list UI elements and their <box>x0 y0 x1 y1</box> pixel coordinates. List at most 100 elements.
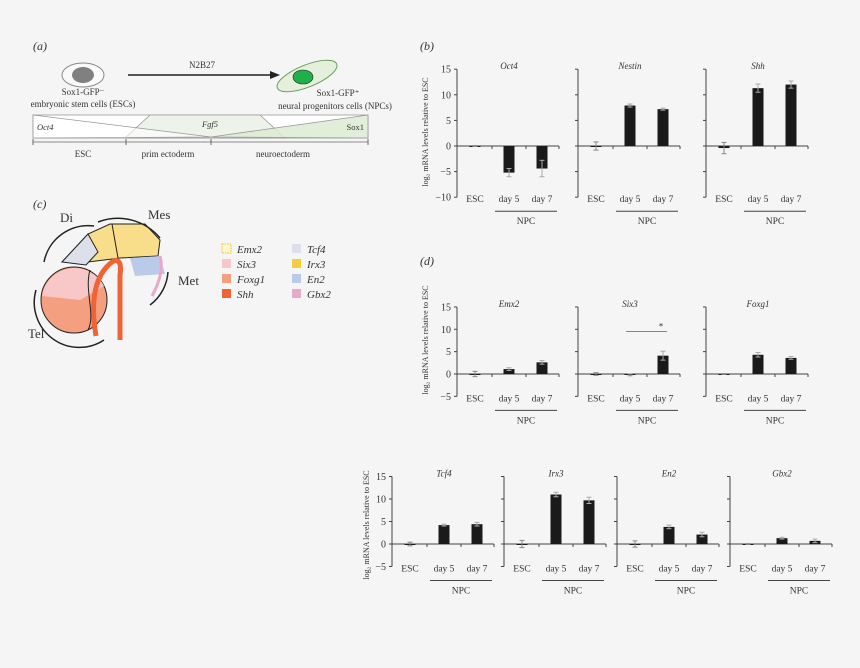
category-label: day 7 <box>579 565 600 575</box>
category-label: day 7 <box>532 195 553 205</box>
y-tick-label: 5 <box>446 347 451 358</box>
chart-title: En2 <box>661 469 677 479</box>
region-label-met: Met <box>178 273 199 288</box>
brain-schematic <box>33 217 169 349</box>
region-label-mes: Mes <box>148 207 170 222</box>
oct4-triangle <box>32 114 212 139</box>
region-label-tel: Tel <box>28 326 45 341</box>
category-label: day 5 <box>772 565 793 575</box>
stage-neuroectoderm: neuroectoderm <box>256 149 310 159</box>
bar-nestin-day-5 <box>624 105 636 146</box>
y-tick-label: −5 <box>440 392 451 403</box>
category-label: ESC <box>513 565 530 575</box>
y-tick-label: −10 <box>435 193 451 204</box>
panel-label-b: (b) <box>420 39 434 53</box>
chart-title: Emx2 <box>498 299 520 309</box>
esc-marker-label: Sox1-GFP⁻ <box>62 87 105 97</box>
group-label: NPC <box>517 217 535 227</box>
chart-emx2: −5 0 5 10 15 Emx2 ESC day 5 day 7 NPC <box>440 299 560 426</box>
legend-label-foxg1: Foxg1 <box>236 274 265 286</box>
category-label: ESC <box>626 565 643 575</box>
panel-label-c: (c) <box>33 197 46 211</box>
chart-title: Shh <box>751 61 765 71</box>
category-label: day 5 <box>620 195 641 205</box>
category-label: ESC <box>715 394 732 404</box>
chart-irx3: Irx3 ESC day 5 day 7 NPC <box>501 469 607 597</box>
y-tick-label: 0 <box>446 142 451 153</box>
significance-marker: * <box>659 322 664 332</box>
chart-title: Nestin <box>617 61 642 71</box>
panel-a: (a) Sox1-GFP⁻ embryonic stem cells (ESCs… <box>31 39 392 159</box>
category-label: day 7 <box>805 565 826 575</box>
legend-label-shh: Shh <box>237 289 254 301</box>
legend-label-emx2: Emx2 <box>236 244 263 256</box>
legend-swatch-en2 <box>292 274 301 283</box>
category-label: day 5 <box>434 565 455 575</box>
bar-nestin-day-7 <box>657 109 669 146</box>
chart-shh: Shh ESC day 5 day 7 NPC <box>703 61 809 227</box>
bar-foxg1-day-5 <box>752 354 764 374</box>
group-label: NPC <box>790 587 808 597</box>
category-label: day 7 <box>653 394 674 404</box>
npc-cell-icon <box>276 59 338 93</box>
arrow-head-icon <box>270 71 280 79</box>
panel-label-a: (a) <box>33 39 47 53</box>
bar-irx3-day-7 <box>583 500 595 544</box>
category-label: day 7 <box>781 195 802 205</box>
y-tick-label: 10 <box>376 495 386 506</box>
panel-c: (c) Di Mes Met Tel Emx2 Six3 Foxg1 Shh Tcf4 I… <box>28 197 331 349</box>
legend-swatch-tcf4 <box>292 244 301 253</box>
category-label: ESC <box>715 195 732 205</box>
chart-title: Foxg1 <box>746 299 770 309</box>
legend-label-tcf4: Tcf4 <box>307 244 326 256</box>
bar-emx2-day-5 <box>503 369 515 374</box>
bar-six3-day-7 <box>657 355 669 374</box>
chart-oct4: −10 −5 0 5 10 15 Oct4 ESC day 5 day 7 NPC <box>435 61 560 227</box>
y-axis-label-b: log₂ mRNA levels relative to ESC <box>421 77 430 186</box>
gene-legend: Emx2 Six3 Foxg1 Shh Tcf4 Irx3 En2 Gbx2 <box>221 243 331 301</box>
bar-oct4-day-5 <box>503 146 515 173</box>
y-axis-label-d-bottom: log₂ mRNA levels relative to ESC <box>362 470 371 579</box>
sox1-label: Sox1 <box>347 122 364 132</box>
legend-swatch-emx2 <box>221 243 232 254</box>
category-label: day 5 <box>748 394 769 404</box>
y-tick-label: 5 <box>446 116 451 127</box>
category-label: day 7 <box>532 394 553 404</box>
category-label: ESC <box>587 394 604 404</box>
category-label: ESC <box>739 565 756 575</box>
category-label: day 7 <box>467 565 488 575</box>
group-label: NPC <box>766 416 784 426</box>
legend-label-en2: En2 <box>306 274 325 286</box>
region-label-di: Di <box>60 210 73 225</box>
chart-title: Oct4 <box>500 61 518 71</box>
category-label: day 5 <box>620 394 641 404</box>
bar-tcf4-day-5 <box>438 525 450 544</box>
esc-name-label: embryonic stem cells (ESCs) <box>31 99 136 109</box>
oct4-label: Oct4 <box>37 122 54 132</box>
sox1-triangle <box>210 114 369 139</box>
group-label: NPC <box>638 217 656 227</box>
y-tick-label: 5 <box>381 517 386 528</box>
y-tick-label: 15 <box>376 472 386 483</box>
medium-label: N2B27 <box>189 60 216 70</box>
category-label: day 5 <box>748 195 769 205</box>
bar-gbx2-day-5 <box>776 538 788 544</box>
chart-title: Six3 <box>622 299 638 309</box>
group-label: NPC <box>638 416 656 426</box>
chart-gbx2: Gbx2 ESC day 5 day 7 NPC <box>727 469 833 597</box>
legend-swatch-irx3 <box>292 259 301 268</box>
esc-cell-icon <box>61 62 105 88</box>
category-label: day 5 <box>659 565 680 575</box>
bar-en2-day-5 <box>663 526 675 544</box>
bar-irx3-day-5 <box>550 494 562 544</box>
y-tick-label: 15 <box>441 65 451 76</box>
category-label: ESC <box>466 394 483 404</box>
bar-emx2-day-7 <box>536 362 548 374</box>
y-tick-label: 10 <box>441 90 451 101</box>
bar-charts: −10 −5 0 5 10 15 Oct4 ESC day 5 day 7 NPC Nestin ESC… <box>375 61 833 597</box>
category-label: ESC <box>401 565 418 575</box>
chart-six3: Six3 ESC day 5 day 7 NPC * <box>575 299 681 426</box>
category-label: day 7 <box>653 195 674 205</box>
category-label: day 5 <box>546 565 567 575</box>
